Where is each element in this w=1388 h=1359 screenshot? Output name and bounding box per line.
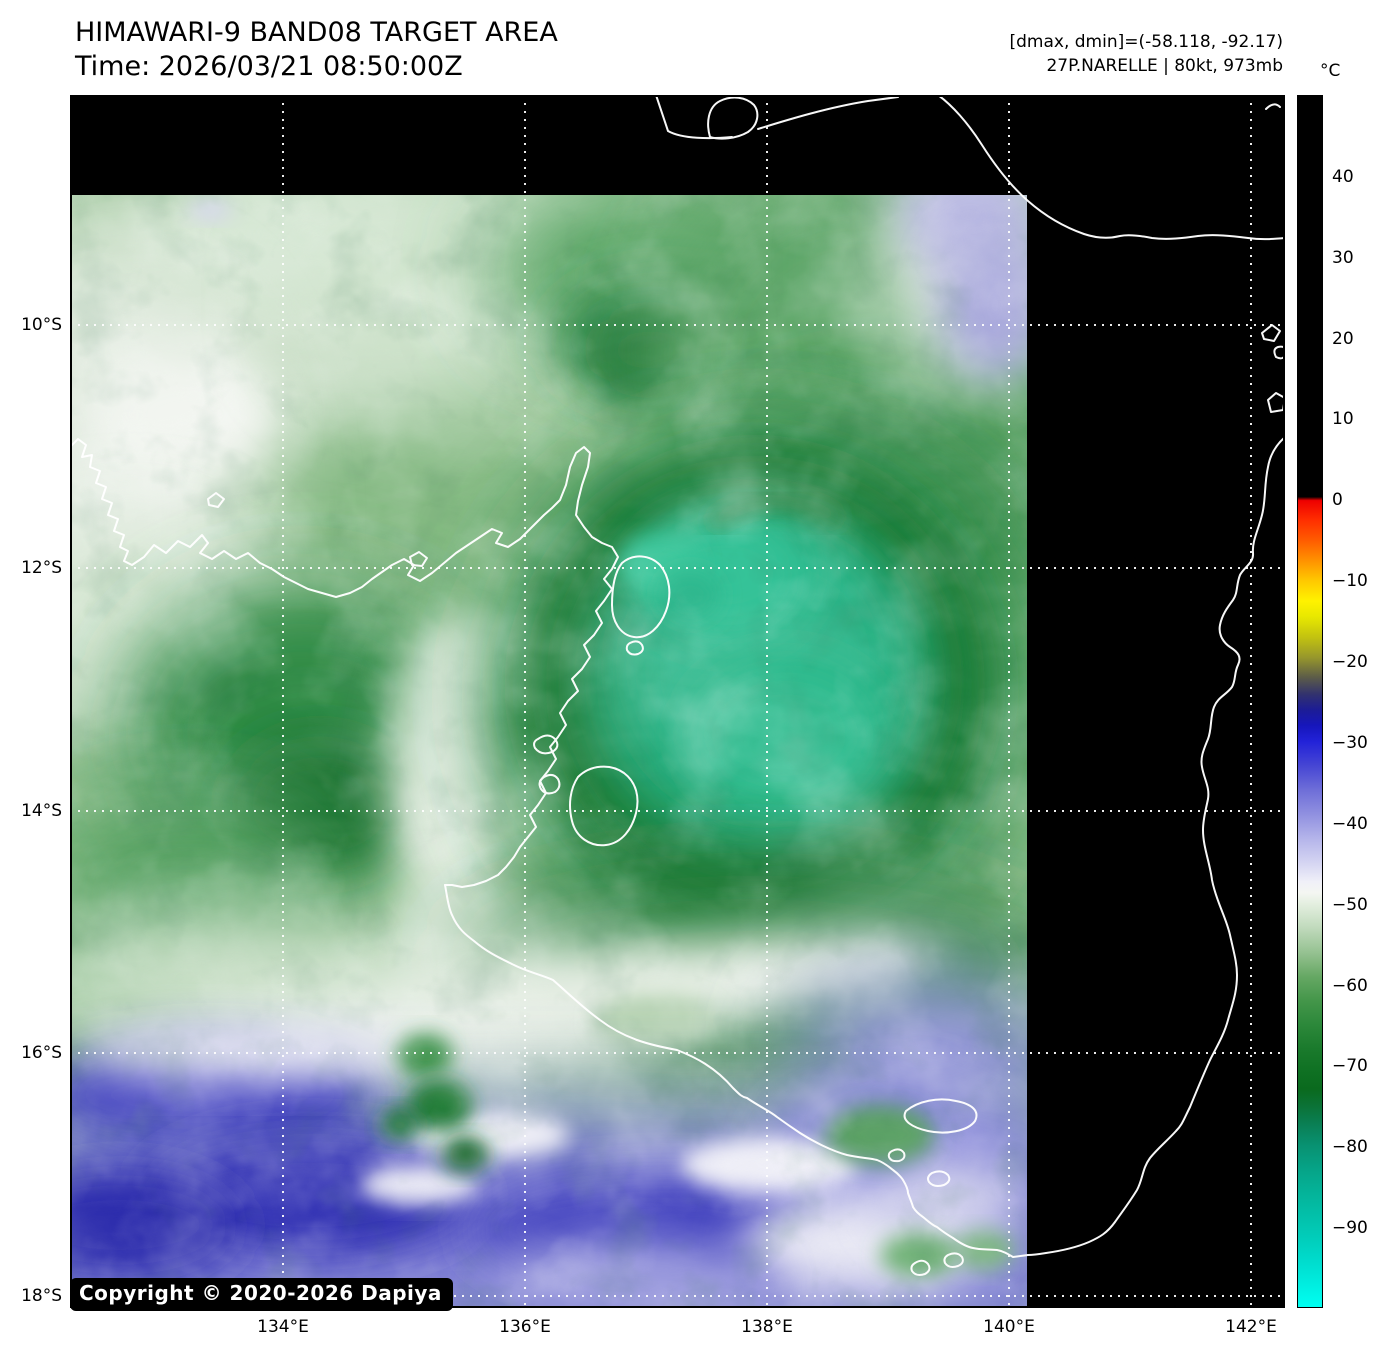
coastline-new-guinea-mid (757, 96, 899, 130)
coastline-wellesley-island-3 (910, 1259, 931, 1276)
dmax-dmin-line: [dmax, dmin]=(-58.118, -92.17) (1009, 32, 1284, 52)
coastline-small-island-1 (207, 492, 225, 508)
colorbar-tick-10: 10 (1332, 409, 1354, 429)
coastline-wellesley-island-1 (887, 1148, 906, 1163)
colorbar-tick-m60: −60 (1332, 976, 1368, 996)
coastline-gulf-south (444, 884, 1029, 1258)
colorbar-unit-label: °C (1320, 61, 1341, 81)
coastline-torres-island-1 (1261, 324, 1281, 342)
coastline-island-group-north (611, 555, 671, 639)
coastline-right-edge-squiggle (1265, 103, 1281, 110)
lon-label-136e: 136°E (499, 1317, 551, 1337)
coastline-mornington-island (903, 1098, 978, 1134)
coastline-small-island-4 (538, 773, 561, 795)
colorbar-tick-m90: −90 (1332, 1218, 1368, 1238)
coastline-wellesley-island-2 (927, 1170, 951, 1187)
satellite-map (70, 95, 1285, 1308)
lon-label-134e: 134°E (257, 1317, 309, 1337)
colorbar-tick-20: 20 (1332, 329, 1354, 349)
figure-time: Time: 2026/03/21 08:50:00Z (75, 51, 463, 82)
colorbar (1297, 95, 1323, 1308)
map-border (70, 95, 1285, 1308)
coastline-island-yos-sudarso (707, 96, 759, 140)
coastline-wellesley-island-4 (943, 1252, 964, 1268)
lon-label-140e: 140°E (983, 1317, 1035, 1337)
colorbar-tick-m20: −20 (1332, 652, 1368, 672)
colorbar-tick-m10: −10 (1332, 571, 1368, 591)
colorbar-tick-0: 0 (1332, 490, 1343, 510)
copyright-badge: Copyright © 2020-2026 Dapiya (70, 1278, 453, 1311)
lat-label-14s: 14°S (21, 801, 62, 821)
lon-label-142e: 142°E (1225, 1317, 1277, 1337)
coastline-small-island-2 (409, 551, 428, 567)
colorbar-tick-30: 30 (1332, 248, 1354, 268)
colorbar-tick-m40: −40 (1332, 814, 1368, 834)
cloud-field (70, 195, 1027, 1308)
coastline-arnhem-land (70, 438, 619, 888)
coastline-island-group-north-small (625, 640, 644, 656)
coastline-png-south (937, 95, 1285, 241)
figure-title: HIMAWARI-9 BAND08 TARGET AREA (75, 17, 558, 48)
lat-label-12s: 12°S (21, 558, 62, 578)
storm-info-line: 27P.NARELLE | 80kt, 973mb (1046, 56, 1283, 76)
coastline-groote-eylandt (569, 765, 639, 847)
satellite-map-svg (70, 95, 1285, 1308)
coastline-small-island-3 (533, 734, 559, 755)
coastline-cape-york (1027, 436, 1285, 1256)
colorbar-tick-40: 40 (1332, 167, 1354, 187)
lon-label-138e: 138°E (741, 1317, 793, 1337)
figure-meta: [dmax, dmin]=(-58.118, -92.17) 27P.NAREL… (1010, 30, 1284, 78)
lat-label-18s: 18°S (21, 1286, 62, 1306)
cloud-texture-dark (70, 195, 1027, 1308)
colorbar-tick-m50: −50 (1332, 895, 1368, 915)
lat-label-16s: 16°S (21, 1043, 62, 1063)
colorbar-tick-m80: −80 (1332, 1137, 1368, 1157)
lat-label-10s: 10°S (21, 315, 62, 335)
colorbar-tick-m30: −30 (1332, 733, 1368, 753)
coastlines (70, 95, 1285, 1276)
colorbar-tick-m70: −70 (1332, 1056, 1368, 1076)
